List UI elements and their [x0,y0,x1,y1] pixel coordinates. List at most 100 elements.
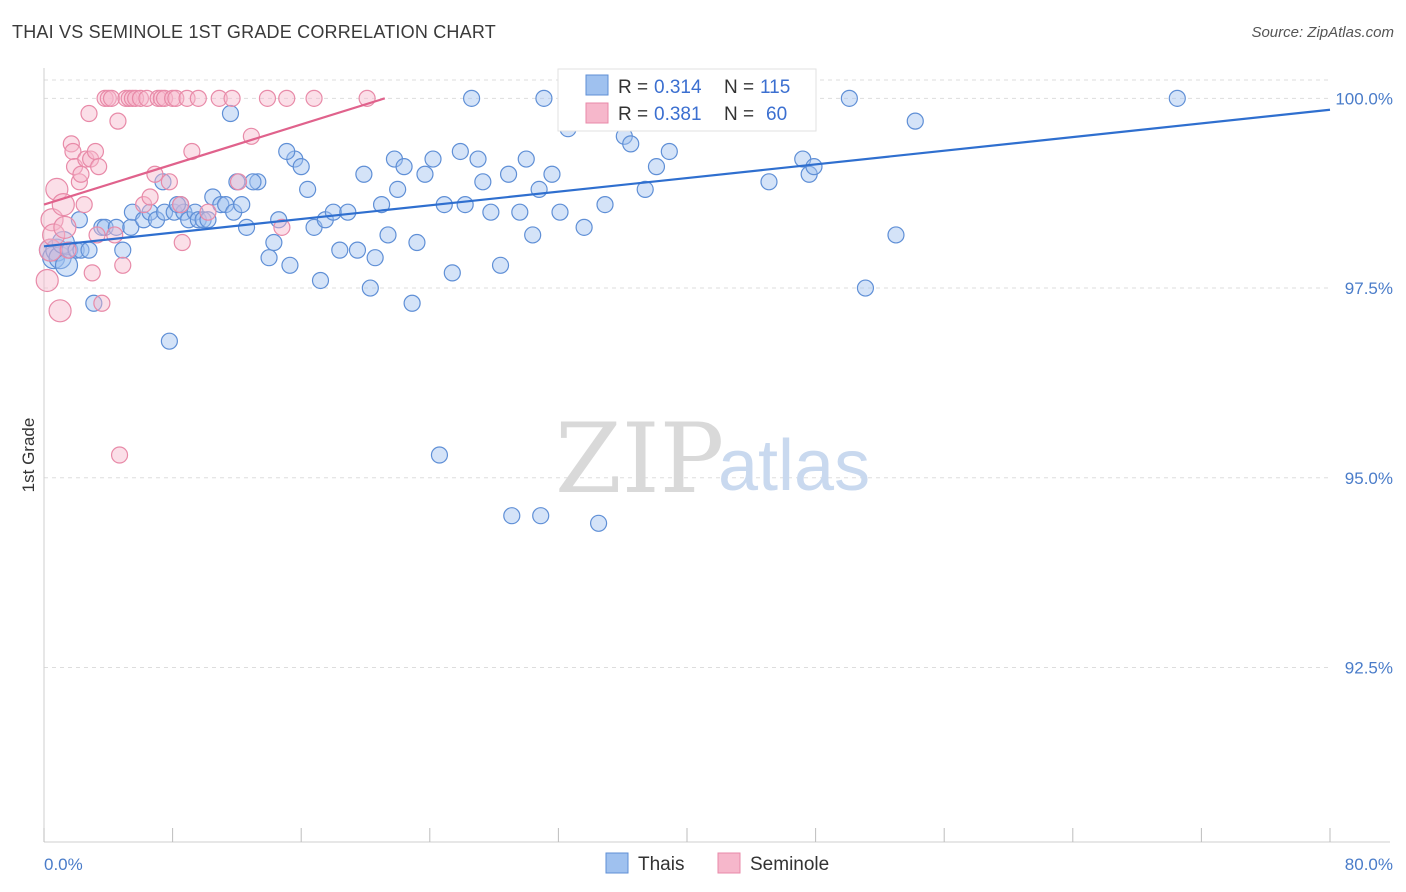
thais-point-70 [456,195,474,214]
grid-lines [44,79,1330,668]
thais-point-114 [160,332,178,350]
seminole-point-27 [109,112,127,130]
seminole-point-20 [88,226,106,244]
y-tick-label-0: 100.0% [1335,89,1393,108]
bottom-legend-swatch-seminole[interactable] [717,852,741,874]
thais-point-55 [361,279,379,297]
seminole-point-52 [223,89,241,107]
seminole-point-50 [199,203,217,221]
thais-point-72 [474,173,492,191]
thais-point-58 [379,226,397,244]
seminole-point-7 [53,215,77,239]
thais-point-83 [543,165,561,183]
thais-point-66 [430,446,449,464]
seminole-point-55 [258,89,277,107]
legend-thais-r-value: 0.314 [654,77,702,98]
thais-point-107 [887,226,905,244]
thais-point-51 [331,241,349,259]
legend-top: R = 0.314 N = 115 R = 0.381 N = 60 [557,68,817,132]
thais-point-106 [856,279,875,297]
thais-point-15 [114,241,132,259]
seminole-point-37 [141,188,159,206]
thais-point-110 [221,104,240,123]
y-tick-label-3: 92.5% [1345,658,1393,677]
seminole-point-10 [64,142,82,161]
legend-bottom: Thais Seminole [605,852,829,875]
thais-point-48 [311,271,330,290]
thais-point-104 [805,158,823,176]
series-seminole-points [35,89,376,464]
thais-point-38 [249,173,267,191]
thais-point-84 [551,203,569,221]
thais-point-77 [511,203,529,221]
x-tick-label-0: 0.0% [44,855,83,874]
thais-point-108 [906,112,924,130]
legend-thais-r-label: R = [618,77,648,98]
legend-thais-n-value: 115 [760,77,790,98]
y-axis-title: 1st Grade [19,418,38,493]
thais-point-40 [260,249,278,267]
thais-point-63 [408,233,426,252]
seminole-point-29 [110,446,129,464]
thais-point-68 [443,264,461,282]
thais-point-43 [281,256,299,274]
legend-swatch-thais[interactable] [585,74,609,96]
y-tick-label-1: 97.5% [1345,279,1393,298]
thais-trend-line [43,108,1331,248]
thais-point-5 [54,253,79,277]
thais-point-71 [469,150,487,168]
chart-title: THAI VS SEMINOLE 1ST GRADE CORRELATION C… [12,22,496,42]
seminole-point-13 [72,165,90,183]
thais-point-76 [503,507,521,525]
seminole-point-14 [75,195,93,214]
seminole-point-51 [210,89,228,107]
y-tick-label-2: 95.0% [1345,469,1393,488]
thais-point-46 [299,180,317,199]
seminole-trend-line [43,97,386,206]
seminole-point-21 [90,158,108,176]
bottom-legend-thais[interactable]: Thais [638,854,684,875]
thais-point-96 [660,142,678,161]
seminole-point-0 [35,268,59,293]
legend-seminole-n-label: N = [724,104,754,125]
thais-point-74 [491,256,510,274]
seminole-point-45 [172,195,190,214]
bottom-legend-swatch-thais[interactable] [605,852,629,874]
seminole-point-53 [229,173,248,191]
watermark-atlas: atlas [718,426,870,506]
trend-lines [43,97,1331,248]
bottom-legend-seminole[interactable]: Seminole [750,854,829,875]
seminole-point-34 [131,89,150,107]
thais-point-75 [499,165,518,183]
thais-point-60 [389,180,407,199]
tick-labels: 100.0% 97.5% 95.0% 92.5% 0.0% 80.0% [44,89,1393,874]
thais-point-87 [575,218,593,236]
thais-point-101 [760,173,778,191]
thais-point-82 [532,507,550,525]
seminole-point-22 [93,294,111,312]
thais-point-61 [395,158,413,176]
thais-point-57 [372,195,391,214]
thais-point-109 [1168,89,1186,107]
thais-point-14 [122,218,140,236]
thais-point-52 [339,203,357,221]
legend-swatch-seminole[interactable] [585,102,609,124]
thais-point-62 [403,294,421,312]
thais-point-78 [517,150,535,168]
thais-point-81 [535,89,553,107]
seminole-point-28 [114,256,132,274]
watermark-zip: ZIP [555,403,724,515]
seminole-point-19 [86,142,105,161]
thais-point-89 [589,514,608,532]
seminole-point-18 [83,264,101,282]
watermark: ZIP atlas [555,403,870,515]
thais-point-112 [278,142,296,161]
seminole-point-6 [51,192,75,217]
thais-point-41 [265,233,283,252]
thais-point-105 [840,89,858,107]
thais-point-45 [292,158,310,176]
thais-point-32 [212,195,230,214]
thais-point-39 [244,173,262,191]
seminole-point-25 [102,89,121,107]
